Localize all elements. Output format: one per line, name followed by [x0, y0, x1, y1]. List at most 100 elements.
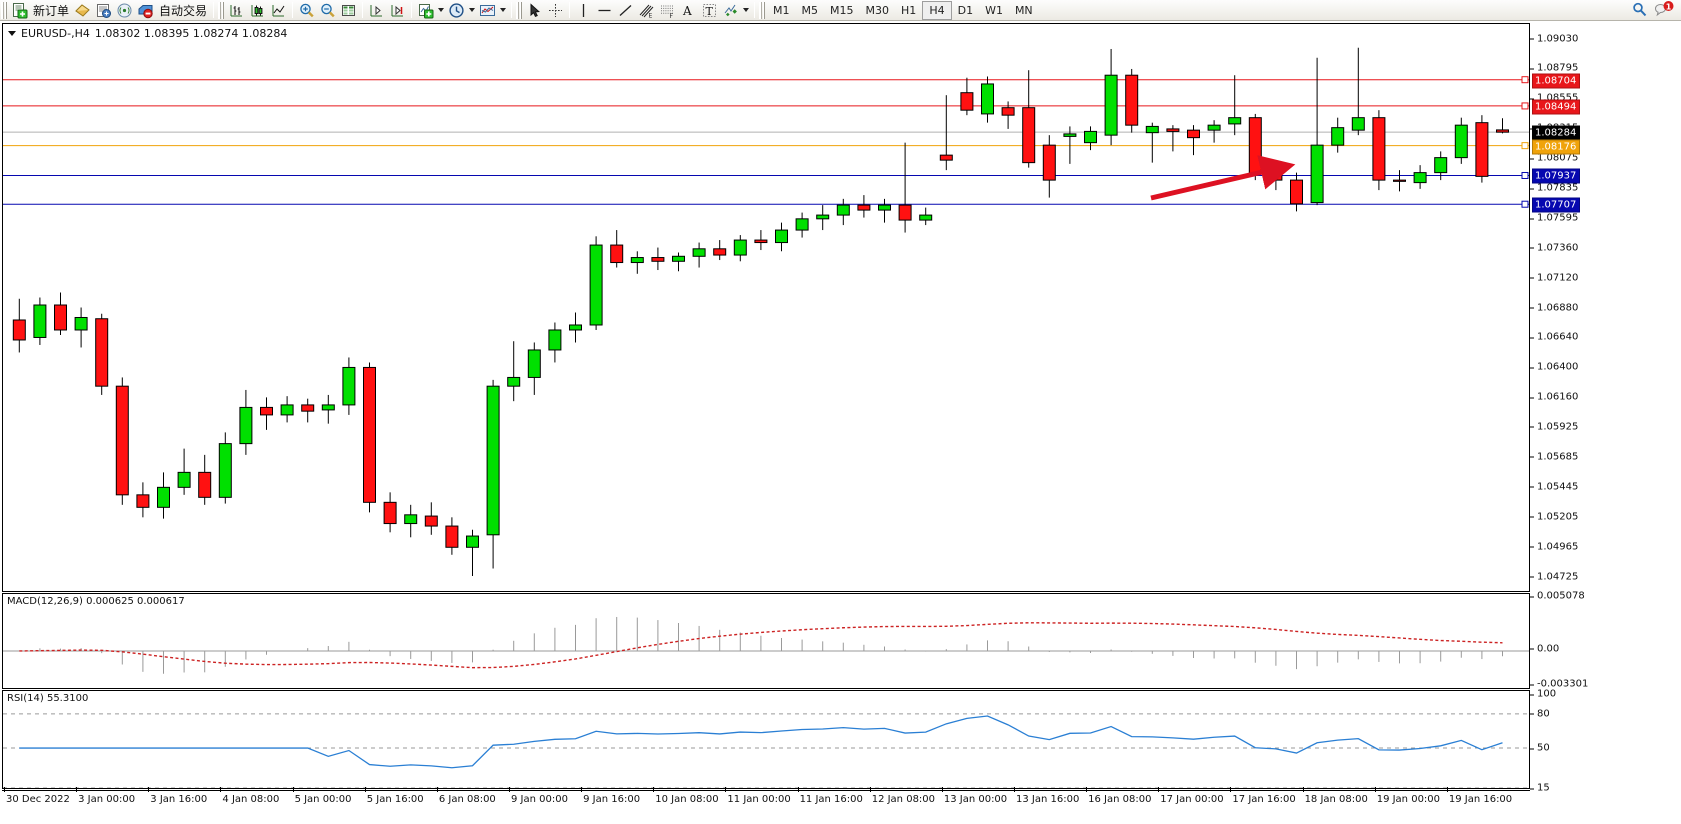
auto-scroll-icon[interactable] [387, 1, 408, 20]
line-chart-icon[interactable] [268, 1, 289, 20]
price-pane[interactable]: EURUSD-,H4 1.08302 1.08395 1.08274 1.082… [2, 23, 1530, 592]
text-label-icon[interactable]: A [678, 1, 699, 20]
chart-symbol-label: EURUSD-,H4 [21, 27, 90, 40]
vline-icon[interactable] [573, 1, 594, 20]
price-tick: 1.04725 [1530, 572, 1578, 583]
macd-axis: 0.005078 0.00 -0.003301 [1530, 591, 1681, 691]
rsi-pane[interactable]: RSI(14) 55.3100 [2, 690, 1530, 789]
macd-canvas [3, 616, 1529, 674]
new-order-label[interactable]: 新订单 [33, 3, 70, 18]
time-axis[interactable]: 30 Dec 2022 3 Jan 00:00 3 Jan 16:00 4 Jan 0… [2, 787, 1530, 810]
timeframe-m5[interactable]: M5 [801, 3, 819, 17]
toolbar-grip-3[interactable] [516, 1, 523, 19]
price-axis[interactable]: 1.090301.087951.085551.083151.080751.078… [1530, 23, 1681, 592]
rsi-tick: 100 [1530, 689, 1556, 701]
time-label: 9 Jan 00:00 [511, 794, 568, 805]
shift-end-icon[interactable] [366, 1, 387, 20]
cursor-icon[interactable] [524, 1, 545, 20]
timeframe-h4[interactable]: H4 [922, 0, 952, 20]
time-label: 11 Jan 16:00 [799, 794, 863, 805]
chart-area[interactable]: EURUSD-,H4 1.08302 1.08395 1.08274 1.082… [0, 21, 1681, 824]
crosshair-icon[interactable] [545, 1, 566, 20]
equidistant-channel-icon[interactable]: E [636, 1, 657, 20]
time-label: 12 Jan 08:00 [871, 794, 936, 805]
macd-tick: 0.00 [1530, 644, 1559, 655]
resistance-1-label[interactable]: 1.08704 [1532, 73, 1581, 89]
time-tick [148, 787, 150, 792]
price-tick: 1.07360 [1530, 243, 1578, 254]
bar-chart-icon[interactable] [226, 1, 247, 20]
timeframe-m15[interactable]: M15 [830, 3, 854, 17]
price-tick: 1.09030 [1530, 34, 1578, 45]
grid-icon[interactable] [338, 1, 359, 20]
zoom-out-icon[interactable] [317, 1, 338, 20]
toolbar-grip-2[interactable] [218, 1, 225, 19]
templates-caret-icon[interactable] [500, 8, 507, 12]
fibonacci-icon[interactable]: F [657, 1, 678, 20]
time-tick [1086, 787, 1088, 792]
time-label: 19 Jan 16:00 [1448, 794, 1513, 805]
candlestick-chart-icon[interactable] [247, 1, 268, 20]
time-tick [292, 787, 294, 792]
macd-pane[interactable]: MACD(12,26,9) 0.000625 0.000617 [2, 593, 1530, 689]
search-icon[interactable] [1629, 1, 1651, 20]
price-tick: 1.07835 [1530, 183, 1578, 195]
time-label: 4 Jan 08:00 [222, 794, 280, 805]
rsi-title: RSI(14) 55.3100 [7, 693, 89, 704]
toolbar-grip-1[interactable] [1, 1, 7, 19]
time-label: 3 Jan 16:00 [150, 794, 208, 805]
hline-icon[interactable] [594, 1, 615, 20]
toolbar-separator-3 [362, 2, 364, 18]
expert-advisors-icon[interactable] [72, 1, 93, 20]
trendline-icon[interactable] [615, 1, 636, 20]
svg-text:E: E [649, 12, 653, 19]
new-order-icon[interactable] [9, 1, 30, 20]
time-label: 5 Jan 16:00 [366, 794, 424, 805]
period-clock-icon[interactable] [446, 1, 467, 20]
add-indicator-caret-icon[interactable] [438, 8, 445, 12]
support-1-label[interactable]: 1.07937 [1532, 168, 1581, 184]
period-caret-icon[interactable] [469, 8, 476, 12]
add-indicator-icon[interactable] [415, 1, 436, 20]
time-tick [1446, 787, 1448, 792]
rsi-tick: 80 [1530, 709, 1550, 720]
price-tick: 1.07595 [1530, 213, 1578, 225]
timeframe-m30[interactable]: M30 [865, 3, 890, 17]
time-label: 13 Jan 00:00 [943, 794, 1008, 805]
autotrading-icon[interactable] [135, 1, 156, 20]
svg-text:T: T [706, 5, 714, 18]
support-2-label[interactable]: 1.07707 [1532, 197, 1581, 213]
time-tick [725, 787, 727, 792]
chart-symbol-bar: EURUSD-,H4 1.08302 1.08395 1.08274 1.082… [8, 27, 287, 40]
templates-icon[interactable] [477, 1, 498, 20]
macd-tick: -0.003301 [1530, 679, 1588, 691]
time-label: 9 Jan 16:00 [583, 794, 641, 805]
zoom-in-icon[interactable] [296, 1, 317, 20]
alerts-icon[interactable]: 1 [1651, 0, 1681, 20]
timeframe-d1[interactable]: D1 [957, 3, 974, 17]
current-price-label[interactable]: 1.08284 [1532, 125, 1581, 141]
candlestick-canvas [3, 47, 1529, 577]
timeframe-mn[interactable]: MN [1014, 3, 1033, 17]
text-box-icon[interactable]: T [699, 1, 720, 20]
time-tick [220, 787, 222, 792]
price-tick: 1.06400 [1530, 362, 1578, 374]
autotrading-label[interactable]: 自动交易 [159, 3, 208, 18]
chart-menu-caret-icon[interactable] [8, 31, 16, 36]
resistance-2-label[interactable]: 1.08494 [1532, 99, 1581, 115]
time-label: 11 Jan 00:00 [727, 794, 791, 805]
timeframe-h1[interactable]: H1 [901, 3, 917, 17]
timeframe-m1[interactable]: M1 [773, 3, 790, 17]
arrows-icon[interactable] [720, 1, 741, 20]
time-tick [1374, 787, 1376, 792]
macd-title: MACD(12,26,9) 0.000625 0.000617 [7, 596, 185, 607]
toolbar-grip-4[interactable] [759, 1, 766, 19]
data-window-icon[interactable] [93, 1, 114, 20]
alerts-count: 1 [1666, 2, 1672, 11]
time-tick [364, 787, 366, 792]
time-label: 6 Jan 08:00 [438, 794, 496, 805]
signals-icon[interactable] [114, 1, 135, 20]
pivot-label[interactable]: 1.08176 [1532, 139, 1581, 155]
timeframe-w1[interactable]: W1 [985, 3, 1003, 17]
arrows-caret-icon[interactable] [743, 8, 750, 12]
